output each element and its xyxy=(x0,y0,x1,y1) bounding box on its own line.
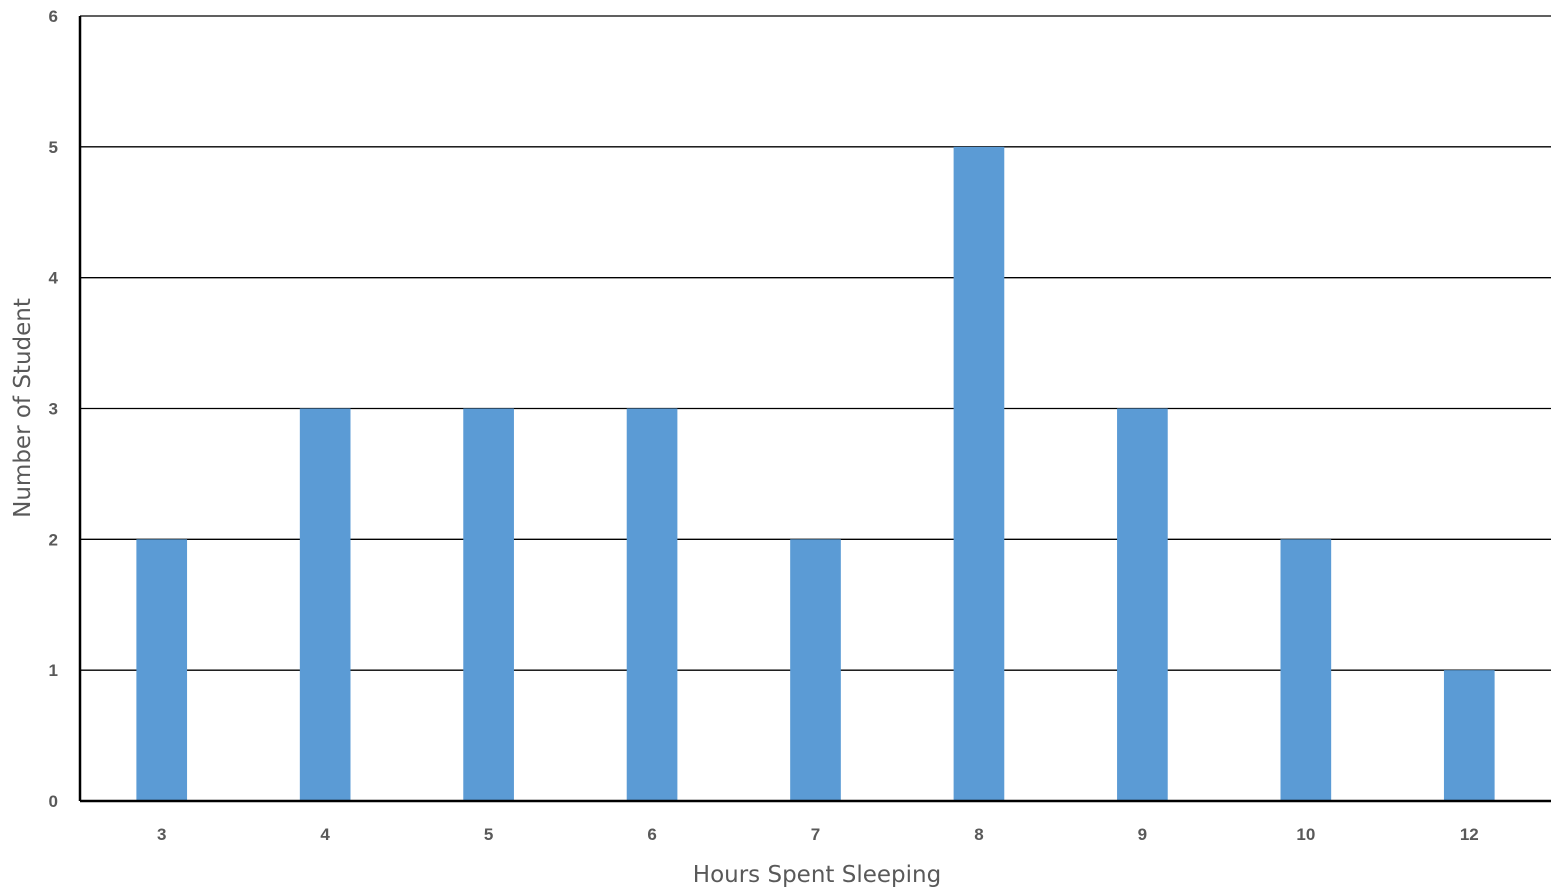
bar-4 xyxy=(299,408,351,801)
bar-7 xyxy=(790,539,841,801)
x-tick-label-12: 12 xyxy=(1460,825,1479,844)
x-axis-title: Hours Spent Sleeping xyxy=(693,862,941,888)
y-tick-label-6: 6 xyxy=(49,7,58,26)
y-tick-label-0: 0 xyxy=(49,792,58,811)
bar-9 xyxy=(1117,408,1168,801)
y-tick-label-1: 1 xyxy=(49,661,58,680)
x-tick-label-7: 7 xyxy=(811,825,820,844)
y-tick-label-4: 4 xyxy=(49,269,59,288)
y-tick-label-3: 3 xyxy=(49,400,58,419)
x-tick-labels: 3 4 5 6 7 8 9 10 12 xyxy=(157,825,1479,844)
x-tick-label-6: 6 xyxy=(647,825,656,844)
bar-8 xyxy=(953,146,1005,802)
x-tick-label-9: 9 xyxy=(1138,825,1147,844)
x-tick-label-10: 10 xyxy=(1296,825,1315,844)
bar-3 xyxy=(136,539,188,801)
bar-12 xyxy=(1443,670,1495,801)
x-tick-label-5: 5 xyxy=(484,825,493,844)
x-tick-label-3: 3 xyxy=(157,825,166,844)
bar-5 xyxy=(463,408,514,801)
x-tick-label-4: 4 xyxy=(320,825,330,844)
bars xyxy=(136,146,1495,802)
bar-6 xyxy=(626,408,678,801)
axes xyxy=(78,16,1551,803)
y-axis-title: Number of Student xyxy=(10,298,36,518)
x-tick-label-8: 8 xyxy=(974,825,983,844)
y-tick-labels: 0 1 2 3 4 5 6 xyxy=(49,7,59,811)
y-tick-label-2: 2 xyxy=(49,530,58,549)
bar-10 xyxy=(1280,539,1332,801)
y-tick-label-5: 5 xyxy=(49,138,58,157)
